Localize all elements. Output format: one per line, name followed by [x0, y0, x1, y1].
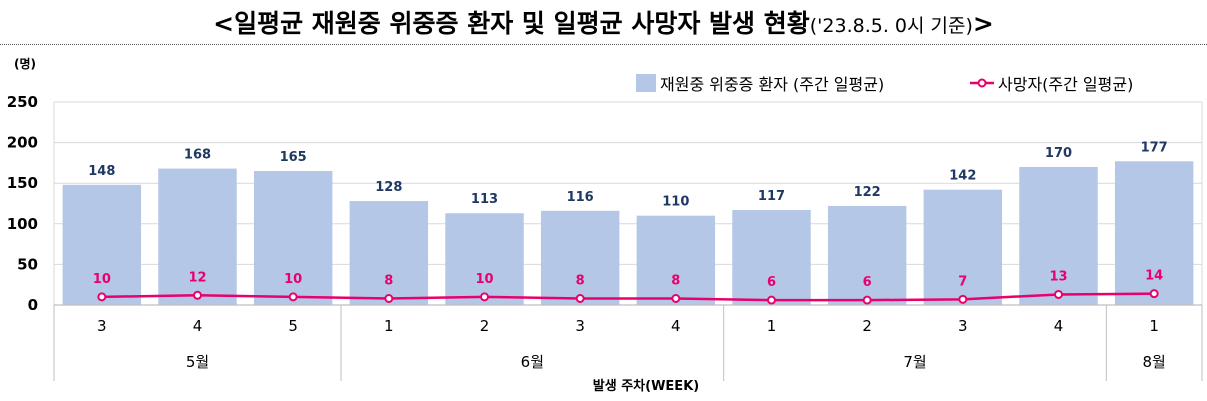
- line-point: [97, 292, 107, 302]
- x-tick-label: 4: [1054, 317, 1064, 335]
- bar: [540, 210, 620, 305]
- y-tick-label: 200: [7, 134, 38, 152]
- y-tick-label: 0: [28, 296, 38, 314]
- line-point: [767, 295, 776, 305]
- bar: [349, 201, 429, 305]
- x-tick-label: 2: [862, 317, 872, 335]
- bar-value-label: 168: [184, 148, 211, 163]
- bar-series: [62, 161, 1194, 305]
- bar-value-label: 128: [375, 180, 402, 195]
- title-divider: [0, 44, 1207, 45]
- line-point: [1054, 289, 1063, 299]
- y-tick-label: 250: [7, 93, 38, 111]
- line-point: [862, 295, 872, 305]
- x-axis-title: 발생 주차(WEEK): [593, 378, 699, 394]
- bar: [1019, 166, 1098, 305]
- line-value-label: 12: [188, 270, 206, 285]
- line-series: [97, 289, 1159, 305]
- legend-label-line: 사망자(주간 일평균): [998, 75, 1133, 94]
- x-tick-label: 1: [767, 317, 777, 335]
- bar: [62, 184, 142, 305]
- legend-swatch-marker: [977, 78, 987, 88]
- bar: [827, 205, 907, 305]
- line-point: [1149, 289, 1159, 299]
- line-point: [288, 292, 298, 302]
- chart-title: <일평균 재원중 위중증 환자 및 일평균 사망자 발생 현황('23.8.5.…: [0, 4, 1207, 40]
- x-tick-label: 2: [480, 317, 490, 335]
- chart-title-close: >: [972, 9, 994, 38]
- bar-value-label: 113: [471, 192, 498, 207]
- line-value-label: 14: [1145, 269, 1163, 284]
- line-point: [671, 294, 681, 304]
- bar-value-label: 116: [567, 190, 594, 205]
- bar: [253, 171, 333, 305]
- line-point: [384, 294, 394, 304]
- bar-value-label: 110: [662, 195, 689, 210]
- bar-value-label: 142: [949, 169, 976, 184]
- line-point: [193, 290, 202, 300]
- x-tick-label: 3: [575, 317, 585, 335]
- bar-value-label: 177: [1141, 140, 1168, 155]
- line-point: [480, 292, 489, 302]
- line-value-label: 13: [1049, 269, 1067, 284]
- month-label: 8월: [1142, 353, 1165, 371]
- line-value-label: 7: [958, 274, 967, 289]
- x-tick-label: 3: [97, 317, 107, 335]
- bar: [732, 209, 811, 305]
- month-label: 6월: [521, 353, 544, 371]
- bar-value-label: 122: [854, 185, 881, 200]
- line-value-label: 8: [576, 274, 585, 289]
- bar: [636, 215, 716, 305]
- bar: [1114, 161, 1194, 305]
- bar-value-label: 117: [758, 189, 785, 204]
- chart-title-main: <일평균 재원중 위중증 환자 및 일평균 사망자 발생 현황: [213, 9, 810, 38]
- bar: [158, 168, 237, 305]
- bar-value-label: 170: [1045, 146, 1072, 161]
- gridlines: [53, 101, 1203, 305]
- legend-label-bar: 재원중 위중증 환자 (주간 일평균): [660, 75, 884, 94]
- x-tick-label: 3: [958, 317, 968, 335]
- legend: 재원중 위중증 환자 (주간 일평균) 사망자(주간 일평균): [636, 74, 1133, 94]
- month-label: 7월: [903, 353, 926, 371]
- bar-value-label: 148: [88, 164, 115, 179]
- chart-title-basis-date: ('23.8.5. 0시 기준): [809, 15, 973, 37]
- bar: [445, 213, 524, 305]
- line-point: [575, 294, 585, 304]
- y-tick-label: 150: [7, 174, 38, 192]
- y-tick-label: 50: [17, 255, 38, 273]
- y-axis-unit: (명): [14, 57, 36, 71]
- line-value-label: 8: [671, 274, 680, 289]
- x-tick-label: 4: [193, 317, 203, 335]
- legend-swatch-bar: [636, 74, 656, 92]
- line-value-label: 10: [93, 272, 111, 287]
- x-tick-label: 5: [288, 317, 298, 335]
- bar: [923, 189, 1003, 305]
- line-path: [101, 292, 1155, 302]
- month-label: 5월: [186, 353, 209, 371]
- x-tick-label: 1: [384, 317, 394, 335]
- line-value-label: 6: [863, 275, 872, 290]
- line-value-label: 10: [475, 272, 493, 287]
- y-tick-label: 100: [7, 215, 38, 233]
- bar-value-label: 165: [280, 150, 307, 165]
- line-point: [958, 294, 968, 304]
- line-value-label: 6: [767, 275, 776, 290]
- line-value-label: 8: [384, 274, 393, 289]
- line-value-label: 10: [284, 272, 302, 287]
- x-tick-label: 4: [671, 317, 681, 335]
- x-tick-label: 1: [1149, 317, 1159, 335]
